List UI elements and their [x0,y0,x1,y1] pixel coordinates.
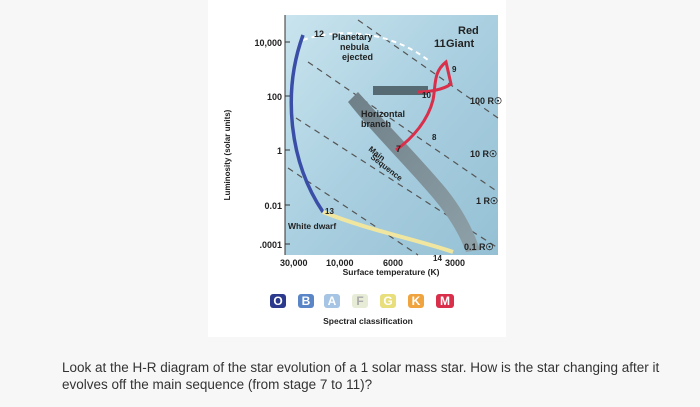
planetary-nebula-label-2: nebula [340,42,370,52]
planetary-nebula-label-1: Planetary [332,32,373,42]
y-tick-100: 100 [267,92,282,102]
spectral-G: G [383,294,392,308]
x-tick-10000: 10,000 [326,258,354,268]
spectral-B-chip [298,294,314,308]
stage-7: 7 [396,144,401,154]
spectral-K-chip [408,294,424,308]
radius-label-0-1: 0.1 R☉ [464,242,494,252]
evolution-track [395,59,453,152]
stage-13: 13 [325,207,334,216]
y-tick-0-01: 0.01 [264,201,282,211]
spectral-F-chip [352,294,368,308]
stage-12: 12 [314,29,324,39]
spectral-label: Spectral classification [323,316,413,326]
x-tick-6000: 6000 [383,258,403,268]
white-dwarf-label: White dwarf [288,221,336,231]
y-axis-label: Luminosity (solar units) [223,109,232,200]
spectral-B: B [302,294,311,308]
white-dwarf-track [289,34,325,213]
stage-11: 11 [434,38,446,50]
y-tick-10000: 10,000 [254,38,282,48]
horizontal-branch-label-1: Horizontal [361,109,405,119]
spectral-M: M [440,294,450,308]
question-text: Look at the H-R diagram of the star evol… [62,359,660,392]
x-tick-30000: 30,000 [280,258,308,268]
stage-14: 14 [433,254,442,263]
horizontal-branch-bar [373,86,428,95]
y-tick-1: 1 [277,146,282,156]
planetary-nebula-path [302,32,429,61]
spectral-F: F [356,294,363,308]
stage-9: 9 [452,65,457,74]
x-tick-3000: 3000 [445,258,465,268]
hr-diagram-figure: Luminosity (solar units) 10,000 100 1 0.… [208,0,506,337]
stage-8: 8 [432,133,437,142]
radius-label-100: 100 R☉ [470,96,502,106]
spectral-K: K [412,294,421,308]
y-tick-0-0001: .0001 [259,240,282,250]
spectral-G-chip [380,294,396,308]
x-axis-label: Surface temperature (K) [343,267,440,277]
radius-label-10: 10 R☉ [470,149,497,159]
horizontal-branch-label-2: branch [361,119,391,129]
main-sequence-band [348,92,480,252]
spectral-A-chip [324,294,340,308]
spectral-M-chip [436,294,454,308]
spectral-A: A [328,294,337,308]
spectral-O-chip [270,294,286,308]
radius-label-1: 1 R☉ [476,196,498,206]
stage-10: 10 [422,91,431,100]
spectral-O: O [273,294,282,308]
hr-diagram-svg: Luminosity (solar units) 10,000 100 1 0.… [223,15,502,326]
red-giant-label-2: Giant [446,38,474,50]
red-giant-label-1: Red [458,25,479,37]
planetary-nebula-label-3: ejected [342,52,373,62]
cooling-track [322,210,454,254]
